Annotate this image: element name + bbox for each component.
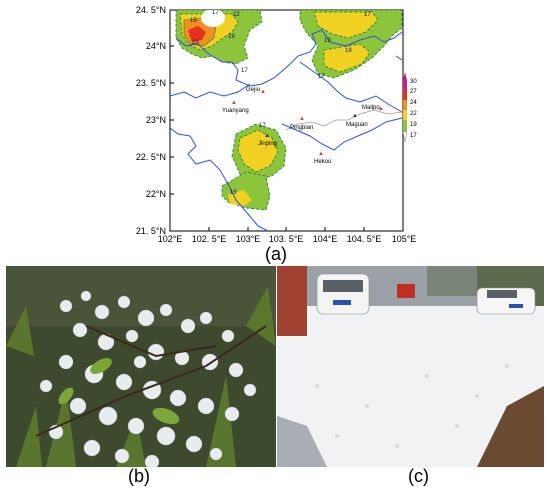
contour-label: 17 (364, 12, 371, 18)
city-label: Hekou (314, 159, 331, 165)
colorbar-swatch (403, 80, 407, 90)
city-marker-icon: ▲ (378, 106, 384, 112)
hail-region-northeast-inner2 (323, 43, 371, 73)
border-line-east (299, 61, 403, 113)
city-marker-icon: ▲ (318, 151, 324, 157)
border-line-south (170, 127, 269, 231)
x-tick-label: 103. 5°E (269, 234, 304, 244)
contour-label: 19 (228, 34, 235, 40)
panel-caption-b: (b) (128, 466, 150, 486)
city-label: Malipo (362, 105, 380, 111)
y-tick-label: 24°N (146, 41, 166, 51)
border-line-north (175, 29, 403, 87)
city-pingbian: ▲ Pingbian (290, 116, 313, 131)
city-label: Jinping (258, 141, 277, 147)
road-wet-patch (477, 386, 544, 467)
contour-label: 23 (192, 40, 199, 46)
contour-label: 17 (212, 10, 219, 16)
city-marker-icon: ▲ (231, 100, 237, 106)
city-maguan: ▲ Maguan (346, 113, 368, 128)
city-marker-icon: ▲ (260, 89, 266, 95)
city-label: Maguan (346, 122, 368, 128)
x-tick-label: 103°E (236, 234, 261, 244)
x-tick-label: 104. 5°E (347, 234, 382, 244)
county-border (285, 109, 403, 131)
x-tick-label: 102. 5°E (192, 234, 227, 244)
city-label: Pingbian (290, 125, 313, 131)
city-yuanyang: ▲ Yuanyang (222, 100, 249, 114)
panel-caption-a: (a) (265, 244, 287, 264)
colorbar-cap-bottom (402, 131, 408, 143)
city-hekou: ▲ Hekou (314, 151, 331, 165)
photo-hail-on-grass (6, 266, 276, 467)
y-tick-label: 21. 5°N (136, 226, 166, 236)
city-marker-icon: ▲ (352, 113, 358, 119)
x-axis: 102°E 102. 5°E 103°E 103. 5°E 104°E 104.… (158, 227, 417, 244)
x-tick-label: 104°E (313, 234, 338, 244)
colorbar-label: 22 (410, 111, 417, 117)
city-marker-icon: ▲ (264, 133, 270, 139)
x-tick-label: 105°E (392, 234, 417, 244)
city-malipo: Malipo ▲ (362, 105, 384, 112)
contour-label: 17 (241, 68, 248, 74)
contour-label: 22 (233, 12, 240, 18)
hail-region-northeast-inner (313, 11, 379, 39)
contour-label: 17 (318, 74, 325, 80)
y-axis: 24. 5°N 24°N 23. 5°N 23°N 22. 5°N 22°N 2… (136, 5, 174, 236)
border-line-mid (170, 83, 251, 99)
panel-caption-c: (c) (408, 466, 429, 486)
city-marker-icon: ▲ (299, 116, 305, 122)
y-tick-label: 23°N (146, 115, 166, 125)
colorbar-label: 19 (410, 122, 417, 128)
colorbar-label: 24 (410, 100, 417, 106)
contour-label: 19 (230, 190, 237, 196)
contour-label: 17 (259, 123, 266, 129)
border-line-southeast (281, 117, 403, 151)
colorbar-label: 27 (410, 89, 417, 95)
y-tick-label: 23. 5°N (136, 78, 166, 88)
hail-map: 19 22 17 23 19 17 19 17 19 17 17 19 ▲ Ge… (136, 5, 417, 264)
car-right (476, 287, 536, 315)
city-label: Yuanyang (222, 108, 249, 114)
city-gejiu: ▲ Gejiu (246, 87, 266, 95)
y-tick-label: 22°N (146, 189, 166, 199)
colorbar-label: 17 (410, 133, 417, 139)
colorbar-swatch (403, 90, 407, 100)
hail-gap-white (201, 10, 225, 27)
y-tick-label: 24. 5°N (136, 5, 166, 15)
y-tick-label: 22. 5°N (136, 152, 166, 162)
colorbar: 30 27 24 22 19 17 (402, 72, 417, 143)
city-jinping: ▲ Jinping (258, 133, 277, 147)
hail-region-south-inner (228, 190, 252, 206)
hail-region-jinping-inner (237, 129, 279, 173)
colorbar-cap-top (403, 72, 407, 80)
hail-region-core-red (188, 26, 206, 42)
contour-label: 19 (345, 48, 352, 54)
x-tick-label: 102°E (158, 234, 183, 244)
border-line-east2 (395, 55, 403, 61)
city-label: Gejiu (246, 87, 260, 93)
colorbar-swatch (403, 120, 407, 132)
contour-label: 19 (324, 38, 331, 44)
colorbar-label: 30 (410, 79, 417, 85)
photo-hail-street (277, 266, 544, 467)
colorbar-swatch (403, 110, 407, 120)
car-left (316, 273, 370, 315)
colorbar-swatch (403, 100, 407, 110)
contour-label: 19 (190, 18, 197, 24)
